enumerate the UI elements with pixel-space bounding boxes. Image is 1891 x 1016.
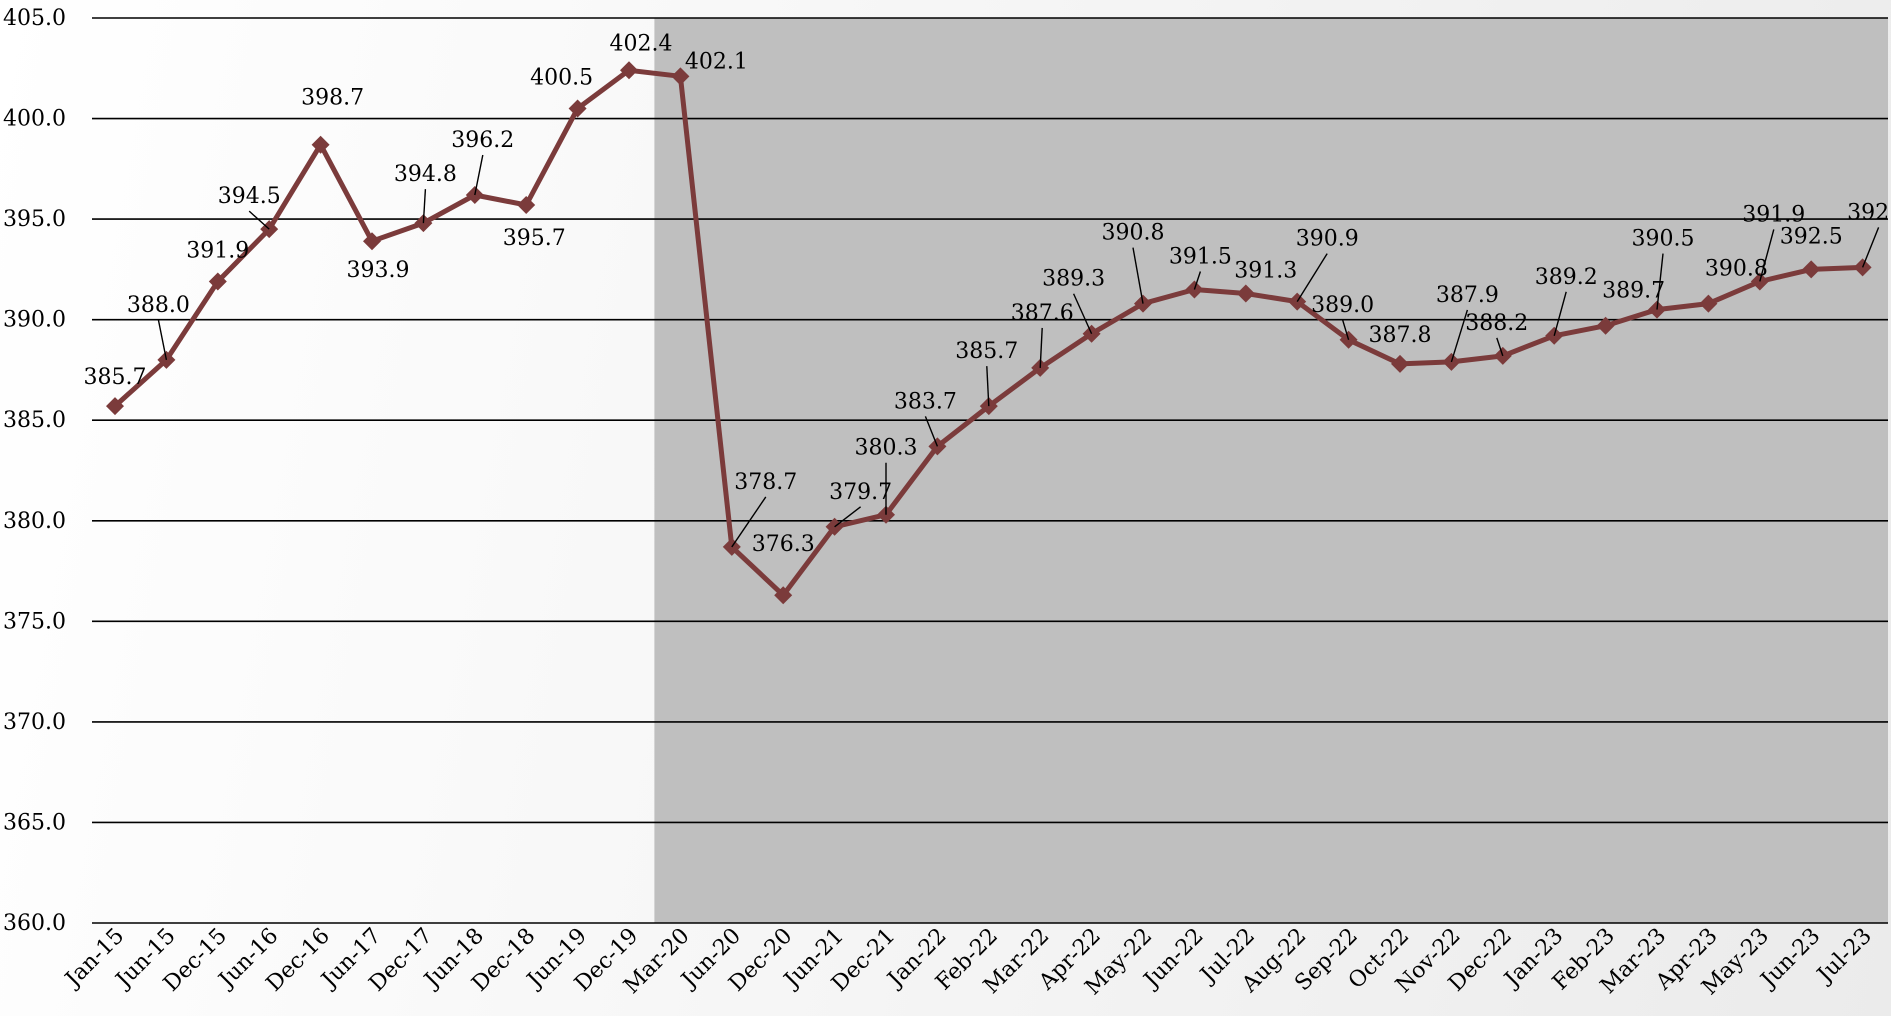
data-label: 391.5	[1169, 245, 1232, 270]
y-tick-label: 390.0	[3, 308, 66, 333]
y-tick-label: 395.0	[3, 207, 66, 232]
data-label: 390.5	[1632, 227, 1695, 252]
data-label: 378.7	[734, 470, 797, 495]
data-label: 380.3	[855, 436, 918, 461]
data-label: 376.3	[752, 532, 815, 557]
data-label: 395.7	[503, 226, 566, 251]
leader-line	[731, 496, 767, 548]
data-labels: 385.7 388.0 391.9 394.5 398.7 393.9 394.8 396.2…	[84, 31, 1891, 557]
leader-line	[248, 210, 270, 230]
leader-line	[1496, 337, 1504, 357]
y-tick-label: 385.0	[3, 408, 66, 433]
data-point	[106, 397, 124, 416]
data-label: 389.3	[1042, 267, 1105, 292]
data-label: 387.6	[1011, 301, 1074, 326]
data-label: 394.8	[394, 162, 457, 187]
data-label: 389.0	[1311, 293, 1374, 318]
data-point	[774, 586, 793, 605]
leader-line	[1039, 327, 1043, 368]
data-point	[1236, 284, 1255, 303]
leader-line	[157, 319, 168, 361]
data-point	[1391, 354, 1409, 373]
data-label: 402.4	[610, 31, 673, 56]
leader-line	[474, 154, 484, 196]
data-label: 385.7	[955, 339, 1018, 364]
x-tick-label: Jul-23	[1811, 924, 1876, 989]
data-point	[671, 67, 690, 86]
data-label: 383.7	[894, 389, 957, 414]
data-label: 390.8	[1705, 257, 1768, 282]
data-point	[311, 135, 330, 154]
data-label: 389.7	[1602, 279, 1665, 304]
leader-line	[1193, 271, 1202, 290]
data-label: 394.5	[218, 184, 281, 209]
data-label: 385.7	[84, 365, 147, 390]
leader-line	[422, 189, 427, 224]
data-label: 392.5	[1780, 224, 1843, 249]
leader-line	[986, 366, 990, 407]
data-label: 379.7	[829, 480, 892, 505]
data-label: 388.0	[127, 293, 190, 318]
shaded-region	[654, 18, 1888, 923]
y-tick-label: 365.0	[3, 810, 66, 835]
y-tick-label: 375.0	[3, 609, 66, 634]
leader-line	[1450, 309, 1469, 363]
leader-line	[1296, 253, 1328, 302]
data-point	[1802, 260, 1821, 279]
gridlines	[92, 17, 1888, 924]
data-label: 392.6	[1847, 200, 1891, 225]
y-tick-label: 405.0	[3, 6, 66, 31]
data-label: 387.8	[1369, 323, 1432, 348]
data-label: 400.5	[530, 66, 593, 91]
y-tick-label: 400.0	[3, 107, 66, 132]
x-axis-tick-labels: Jan-15Jun-15Dec-15Jun-16Dec-16Jun-17Dec-…	[60, 924, 1877, 1001]
data-label: 398.7	[301, 86, 364, 111]
leader-line	[1132, 247, 1144, 304]
y-axis-tick-labels: 360.0 365.0 370.0 375.0 380.0 385.0 390.0 395.0…	[3, 6, 66, 936]
leader-line	[1341, 319, 1350, 340]
leader-line	[924, 416, 939, 447]
data-label: 390.8	[1102, 221, 1165, 246]
data-label: 388.2	[1465, 311, 1528, 336]
data-label: 390.9	[1296, 227, 1359, 252]
data-point	[208, 272, 227, 291]
y-tick-label: 370.0	[3, 710, 66, 735]
data-label: 387.9	[1436, 283, 1499, 308]
data-point	[1596, 316, 1615, 335]
leader-line	[1861, 227, 1880, 268]
leader-line	[1759, 229, 1775, 282]
data-label: 391.9	[186, 238, 249, 263]
data-label: 396.2	[451, 128, 514, 153]
data-point	[1699, 294, 1718, 313]
data-label: 393.9	[347, 258, 410, 283]
data-label: 402.1	[685, 49, 748, 74]
leader-line	[1553, 291, 1567, 336]
data-point	[620, 61, 638, 80]
leader-line	[1072, 293, 1093, 335]
leader-line	[1656, 253, 1664, 310]
data-point	[568, 99, 587, 118]
leader-line	[834, 506, 862, 528]
y-tick-label: 380.0	[3, 509, 66, 534]
data-point	[517, 196, 536, 215]
data-label: 391.9	[1742, 202, 1805, 227]
data-label: 389.2	[1535, 265, 1598, 290]
y-tick-label: 360.0	[3, 911, 66, 936]
data-label: 391.3	[1234, 259, 1297, 284]
data-point	[363, 232, 381, 251]
